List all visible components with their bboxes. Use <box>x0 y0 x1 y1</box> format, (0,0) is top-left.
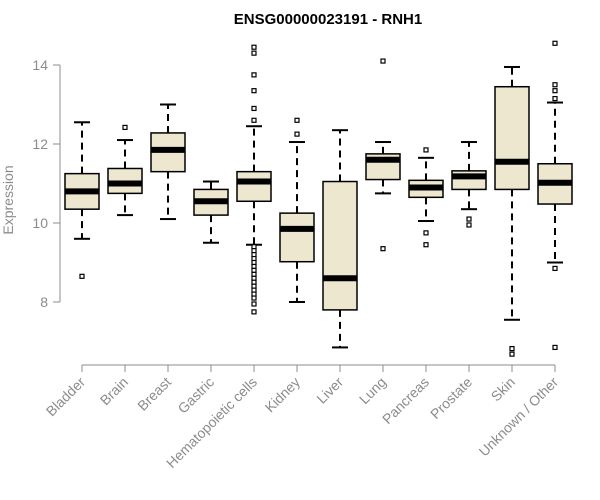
y-tick-label: 12 <box>32 136 48 152</box>
box-skin <box>494 65 530 357</box>
outlier-point <box>251 117 257 123</box>
iqr-box <box>494 85 530 191</box>
outlier-point <box>294 117 300 123</box>
outlier-point <box>380 58 386 64</box>
iqr-box <box>236 170 272 203</box>
box-lung <box>365 58 401 252</box>
y-axis: 8 10 12 14 <box>32 57 61 310</box>
x-tick-label: Gastric <box>174 374 217 417</box>
y-axis-label: Expression <box>0 165 16 234</box>
y-tick-label: 10 <box>32 215 48 231</box>
x-tick-label: Pancreas <box>379 374 432 427</box>
x-tick-label: Bladder <box>43 374 89 420</box>
outlier-point <box>122 124 128 131</box>
x-tick-label: Kidney <box>262 374 304 416</box>
y-tick-label: 14 <box>32 57 48 73</box>
outlier-point <box>251 44 257 50</box>
chart-title: ENSG00000023191 - RNH1 <box>234 11 422 28</box>
outlier-point <box>466 222 472 228</box>
outlier-point <box>509 351 515 357</box>
iqr-box <box>279 212 315 263</box>
boxes <box>64 40 573 357</box>
outlier-point <box>380 246 386 252</box>
outlier-point <box>251 309 257 315</box>
outlier-point <box>509 346 515 352</box>
x-tick-label: Liver <box>313 374 346 407</box>
outlier-point <box>466 216 472 222</box>
x-tick-label: Brain <box>97 374 131 408</box>
x-tick-label: Lung <box>356 374 389 407</box>
x-tick-label: Prostate <box>427 374 475 422</box>
outlier-point <box>552 95 558 102</box>
y-tick-label: 8 <box>40 294 48 310</box>
outlier-point <box>552 40 558 46</box>
box-prostate <box>451 141 487 228</box>
box-bladder <box>64 121 100 279</box>
outlier-point <box>552 265 558 272</box>
outlier-point <box>251 295 257 301</box>
outlier-point <box>552 88 558 94</box>
box-pancreas <box>408 147 444 248</box>
outlier-point <box>552 82 558 88</box>
box-breast <box>150 103 186 221</box>
outlier-point <box>251 50 257 56</box>
outlier-point <box>251 72 257 78</box>
box-gastric <box>193 180 229 244</box>
outlier-point <box>423 230 429 236</box>
box-kidney <box>279 117 315 303</box>
outlier-point <box>423 242 429 248</box>
x-tick-label: Unknown / Other <box>476 374 562 460</box>
outlier-point <box>79 273 85 279</box>
outlier-point <box>251 105 257 112</box>
box-brain <box>107 124 143 217</box>
outlier-point <box>294 131 300 137</box>
box-hematopoietic-cells <box>236 44 272 315</box>
outlier-point <box>251 301 257 307</box>
x-tick-label: Skin <box>488 374 519 405</box>
outlier-point <box>251 88 257 94</box>
iqr-box <box>322 180 358 311</box>
box-liver <box>322 129 358 349</box>
outlier-point <box>423 147 429 153</box>
x-tick-label: Breast <box>134 374 174 414</box>
box-unknown-other <box>537 40 573 351</box>
outlier-point <box>552 344 558 351</box>
